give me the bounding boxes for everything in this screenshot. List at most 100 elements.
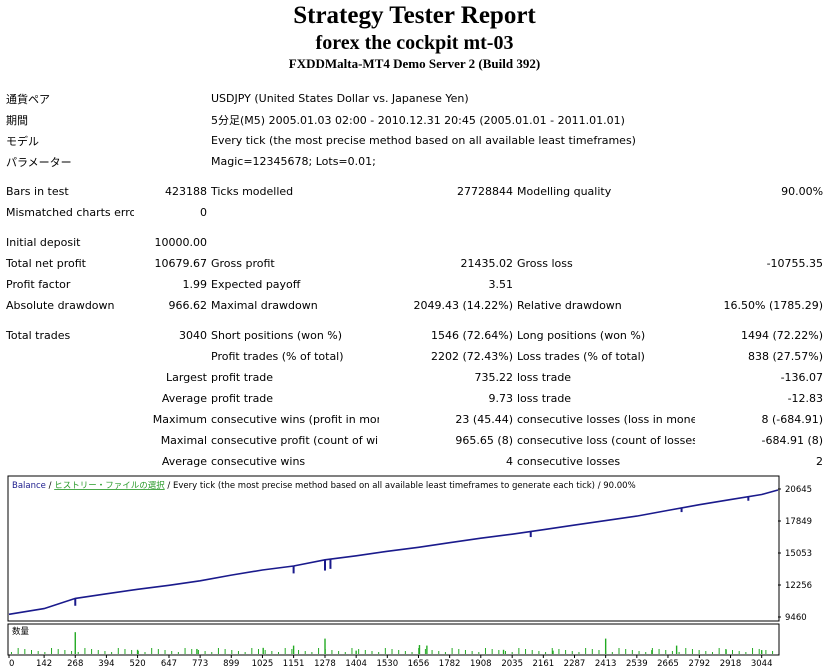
x-tick-label: 2918 [720, 659, 742, 669]
y-tick-label: 20645 [785, 485, 812, 495]
stat-value: 8 (-684.91) [761, 413, 824, 426]
stat-label: consecutive profit (count of wins) [211, 434, 379, 447]
stat-value: 27728844 [457, 185, 513, 198]
stat-label: Total trades [6, 329, 71, 342]
stat-label: Relative drawdown [517, 299, 622, 312]
stat-label: Mismatched charts errors [6, 206, 134, 219]
stat-value: 1.99 [182, 278, 208, 291]
stats-row: Absolute drawdown 966.62 Maximal drawdow… [4, 295, 825, 316]
stat-label: Modelling quality [517, 185, 612, 198]
legend-separator: / [46, 481, 54, 491]
stat-label: Profit factor [6, 278, 71, 291]
stats-row: Maximal consecutive profit (count of win… [4, 430, 825, 451]
balance-line [8, 489, 779, 616]
stat-label: loss trade [517, 392, 572, 405]
stat-label: Maximal drawdown [211, 299, 318, 312]
x-tick-label: 394 [98, 659, 114, 669]
x-tick-label: 2413 [595, 659, 617, 669]
stat-label: Average [161, 392, 207, 405]
report-table: 通貨ペア USDJPY (United States Dollar vs. Ja… [4, 88, 825, 472]
stat-value: 423188 [165, 185, 207, 198]
stat-value: 2049.43 (14.22%) [413, 299, 513, 312]
pair-label: 通貨ペア [6, 92, 50, 106]
stat-label: Maximum [152, 413, 207, 426]
stat-label: loss trade [517, 371, 572, 384]
y-tick-label: 17849 [785, 517, 812, 527]
report-subtitle: forex the cockpit mt-03 [315, 32, 514, 54]
info-row-period: 期間 5分足(M5) 2005.01.03 02:00 - 2010.12.31… [4, 109, 825, 130]
stat-value: 4 [506, 455, 513, 468]
stat-value: 0 [200, 206, 207, 219]
stat-value: 838 (27.57%) [748, 350, 824, 363]
stats-row: Profit trades (% of total) 2202 (72.43%)… [4, 346, 825, 367]
stat-label: Largest [166, 371, 207, 384]
stat-value: 2 [816, 455, 824, 468]
stat-label: Average [161, 455, 207, 468]
stat-label: consecutive losses (loss in money) [517, 413, 695, 426]
stat-label: consecutive losses [517, 455, 621, 468]
stat-label: profit trade [211, 392, 274, 405]
stat-label: Total net profit [6, 257, 86, 270]
info-row-model: モデル Every tick (the most precise method … [4, 130, 825, 151]
stat-value: 3.51 [488, 278, 514, 291]
x-tick-label: 1656 [408, 659, 430, 669]
x-tick-label: 2665 [657, 659, 679, 669]
stat-value: 21435.02 [460, 257, 514, 270]
stats-row: Largest profit trade 735.22 loss trade -… [4, 367, 825, 388]
stat-label: consecutive wins (profit in money) [211, 413, 379, 426]
stats-row: Average profit trade 9.73 loss trade -12… [4, 388, 825, 409]
stat-label: Initial deposit [6, 236, 81, 249]
stat-value: 9.73 [488, 392, 514, 405]
x-tick-label: 1404 [345, 659, 367, 669]
params-label: パラメーター [6, 155, 72, 169]
model-value: Every tick (the most precise method base… [211, 134, 636, 147]
stat-label: Expected payoff [211, 278, 301, 291]
x-tick-label: 1278 [314, 659, 336, 669]
stat-value: -136.07 [780, 371, 824, 384]
params-value: Magic=12345678; Lots=0.01; [211, 155, 376, 168]
x-tick-label: 1151 [283, 659, 305, 669]
chart-legend: Balance / ヒストリー・ファイルの選択 / Every tick (th… [12, 480, 636, 491]
x-tick-label: 1530 [376, 659, 398, 669]
stat-label: Gross profit [211, 257, 275, 270]
x-tick-label: 1025 [252, 659, 274, 669]
stats-row: Average consecutive wins 4 consecutive l… [4, 451, 825, 472]
stat-label: Bars in test [6, 185, 69, 198]
x-tick-label: 2539 [626, 659, 648, 669]
stats-row: Total net profit 10679.67 Gross profit 2… [4, 253, 825, 274]
stat-value: 1546 (72.64%) [430, 329, 513, 342]
legend-history: ヒストリー・ファイルの選択 [54, 480, 165, 491]
model-label: モデル [6, 134, 39, 148]
stat-label: Gross loss [517, 257, 573, 270]
stat-label: consecutive wins [211, 455, 306, 468]
x-tick-label: 142 [36, 659, 52, 669]
volume-label: 数量 [12, 626, 30, 637]
stat-value: 965.65 (8) [455, 434, 513, 447]
server-name: FXDDMalta-MT4 Demo Server 2 (Build 392) [288, 56, 541, 71]
stat-value: 23 (45.44) [455, 413, 513, 426]
stat-label: Ticks modelled [211, 185, 294, 198]
balance-plot-frame [7, 475, 780, 622]
x-tick-label: 1908 [470, 659, 492, 669]
stat-value: 90.00% [781, 185, 824, 198]
stat-label: profit trade [211, 371, 274, 384]
stat-value: 2202 (72.43%) [430, 350, 513, 363]
stat-value: 10000.00 [154, 236, 208, 249]
stat-label: Loss trades (% of total) [517, 350, 645, 363]
info-row-params: パラメーター Magic=12345678; Lots=0.01; [4, 151, 825, 172]
stat-value: 735.22 [474, 371, 514, 384]
stat-label: Short positions (won %) [211, 329, 343, 342]
stats-row: Maximum consecutive wins (profit in mone… [4, 409, 825, 430]
y-tick-label: 15053 [785, 549, 812, 559]
legend-balance: Balance [12, 481, 46, 491]
x-tick-label: 2161 [533, 659, 555, 669]
x-tick-label: 268 [67, 659, 83, 669]
info-row-pair: 通貨ペア USDJPY (United States Dollar vs. Ja… [4, 88, 825, 109]
x-tick-label: 3044 [751, 659, 773, 669]
y-tick-label: 12256 [785, 581, 812, 591]
stat-value: 3040 [179, 329, 207, 342]
period-value: 5分足(M5) 2005.01.03 02:00 - 2010.12.31 20… [211, 113, 625, 127]
y-tick-label: 9460 [785, 613, 807, 623]
x-tick-label: 647 [161, 659, 177, 669]
